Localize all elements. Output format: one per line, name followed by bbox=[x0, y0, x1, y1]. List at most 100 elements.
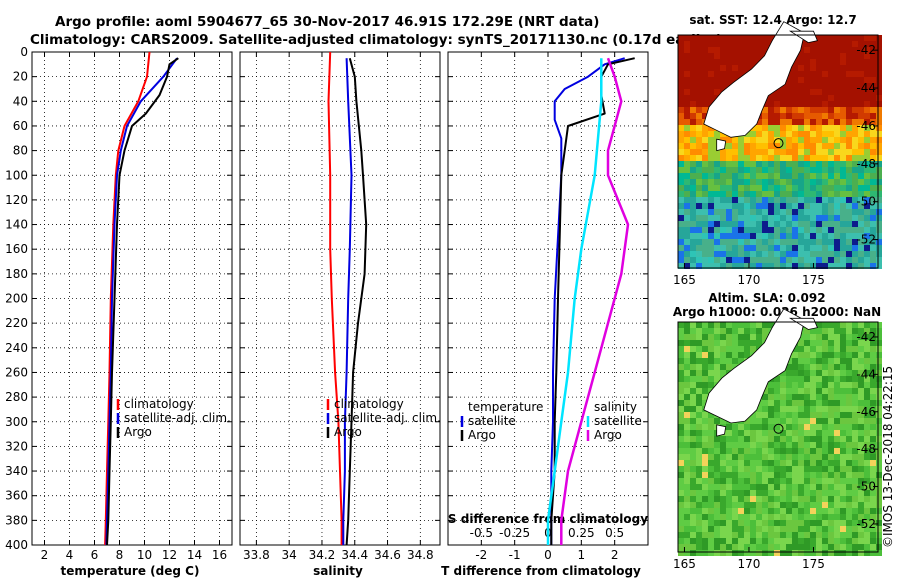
y-tick-label: 380 bbox=[5, 513, 28, 527]
stewart-island-land bbox=[716, 138, 727, 152]
legend-label: climatology bbox=[124, 397, 194, 411]
south-island-land bbox=[703, 21, 805, 138]
series-line-s-satellite bbox=[546, 58, 603, 545]
stewart-island-land bbox=[716, 424, 727, 437]
x-tick-label: 34.8 bbox=[407, 548, 434, 562]
y-tick-label: 320 bbox=[5, 439, 28, 453]
series-line-s-argo bbox=[560, 57, 630, 545]
y-tick-label: 180 bbox=[5, 267, 28, 281]
legend-title-right: salinity bbox=[594, 400, 637, 414]
x-tick-label: 16 bbox=[212, 548, 227, 562]
map-y-tick-label: -48 bbox=[856, 442, 876, 456]
legend-label: satellite-adj. clim. bbox=[124, 411, 231, 425]
legend-label: satellite-adj. clim. bbox=[334, 411, 441, 425]
x-tick-label: -2 bbox=[475, 548, 487, 562]
map-x-tick-label: 175 bbox=[802, 557, 825, 571]
x-axis-label: T difference from climatology bbox=[441, 564, 641, 578]
salinity-panel: 33.8 34 34.2 34.4 34.6 34.8 salinity climatolog… bbox=[239, 51, 441, 578]
map-y-tick-label: -46 bbox=[856, 119, 876, 133]
x-axis-label: salinity bbox=[313, 564, 363, 578]
x-tick-label: 8 bbox=[116, 548, 124, 562]
argo-position-marker bbox=[773, 138, 784, 149]
map-y-tick-label: -42 bbox=[856, 43, 876, 57]
map-y-tick-label: -50 bbox=[856, 195, 876, 209]
x-tick-label: 34.6 bbox=[374, 548, 401, 562]
y-tick-label: 140 bbox=[5, 218, 28, 232]
y-tick-label: 60 bbox=[13, 119, 28, 133]
series-line-argo bbox=[345, 57, 368, 546]
figure-title-line2: Climatology: CARS2009. Satellite-adjuste… bbox=[30, 32, 722, 48]
x-tick-label: 2 bbox=[611, 548, 619, 562]
y-tick-label: 20 bbox=[13, 70, 28, 84]
map-x-tick-label: 170 bbox=[738, 273, 761, 287]
x-tick-label: 0 bbox=[544, 548, 552, 562]
series-line-satellite-adj-clim- bbox=[342, 58, 353, 545]
map-raster bbox=[678, 35, 882, 269]
s-tick-label: -0.25 bbox=[499, 526, 530, 540]
series-line-climatology bbox=[104, 51, 151, 546]
y-tick-label: 360 bbox=[5, 489, 28, 503]
argo-position-marker bbox=[773, 423, 784, 434]
sst-map-panel: sat. SST: 12.4 Argo: 12.7 165 170 175 -42 -44… bbox=[673, 13, 882, 287]
s-tick-label: 0.25 bbox=[568, 526, 595, 540]
x-tick-label: 12 bbox=[162, 548, 177, 562]
y-tick-label: 240 bbox=[5, 341, 28, 355]
y-tick-label: 40 bbox=[13, 94, 28, 108]
legend-label: satellite bbox=[468, 414, 516, 428]
x-tick-label: 34.4 bbox=[341, 548, 368, 562]
map-y-tick-label: -52 bbox=[856, 233, 876, 247]
y-tick-label: 280 bbox=[5, 390, 28, 404]
x-axis-label: temperature (deg C) bbox=[61, 564, 200, 578]
plot-frame bbox=[239, 51, 441, 546]
map-x-tick-label: 165 bbox=[673, 557, 696, 571]
series-line-climatology bbox=[327, 51, 343, 545]
x-tick-label: 4 bbox=[66, 548, 74, 562]
legend-label: Argo bbox=[124, 425, 152, 439]
s-tick-label: 0.5 bbox=[605, 526, 624, 540]
difference-panel: -2 -1 0 1 2-0.5 -0.25 0 0.25 0.5S difference fro… bbox=[441, 51, 649, 578]
map-x-tick-label: 170 bbox=[738, 557, 761, 571]
x-tick-label: 34 bbox=[282, 548, 297, 562]
figure-title-line1: Argo profile: aoml 5904677_65 30-Nov-201… bbox=[55, 14, 599, 30]
series-line-satellite-adj-clim- bbox=[105, 57, 178, 546]
x-tick-label: 34.2 bbox=[309, 548, 336, 562]
y-tick-label: 220 bbox=[5, 316, 28, 330]
legend-label: satellite bbox=[594, 414, 642, 428]
legend-title-left: temperature bbox=[468, 400, 543, 414]
map-y-tick-label: -42 bbox=[856, 330, 876, 344]
map-y-tick-label: -46 bbox=[856, 405, 876, 419]
x-tick-label: -1 bbox=[509, 548, 521, 562]
y-tick-label: 300 bbox=[5, 415, 28, 429]
y-tick-label: 0 bbox=[20, 45, 28, 59]
figure-footer-credit: ©IMOS 13-Dec-2018 04:22:15 bbox=[881, 366, 895, 548]
south-island-land bbox=[703, 308, 805, 424]
y-tick-label: 340 bbox=[5, 464, 28, 478]
y-tick-label: 400 bbox=[5, 538, 28, 552]
x-tick-label: 2 bbox=[41, 548, 49, 562]
y-tick-label: 200 bbox=[5, 292, 28, 306]
y-tick-label: 80 bbox=[13, 144, 28, 158]
map-x-tick-label: 165 bbox=[673, 273, 696, 287]
sst-map-title: sat. SST: 12.4 Argo: 12.7 bbox=[689, 13, 856, 27]
map-y-tick-label: -44 bbox=[856, 81, 876, 95]
x-tick-label: 10 bbox=[137, 548, 152, 562]
legend-label: climatology bbox=[334, 397, 404, 411]
legend-label: Argo bbox=[594, 428, 622, 442]
legend-label: Argo bbox=[334, 425, 362, 439]
series-line-argo bbox=[106, 57, 179, 546]
y-tick-label: 160 bbox=[5, 242, 28, 256]
map-y-tick-label: -52 bbox=[856, 517, 876, 531]
y-tick-label: 260 bbox=[5, 365, 28, 379]
x-tick-label: 14 bbox=[187, 548, 202, 562]
north-island-land bbox=[788, 317, 818, 330]
legend-label: Argo bbox=[468, 428, 496, 442]
s-tick-label: -0.5 bbox=[470, 526, 493, 540]
x-tick-label: 33.8 bbox=[243, 548, 270, 562]
y-tick-label: 120 bbox=[5, 193, 28, 207]
x-tick-label: 6 bbox=[91, 548, 99, 562]
map-frame bbox=[677, 321, 879, 553]
x-tick-label: 1 bbox=[578, 548, 586, 562]
map-x-tick-label: 175 bbox=[802, 273, 825, 287]
